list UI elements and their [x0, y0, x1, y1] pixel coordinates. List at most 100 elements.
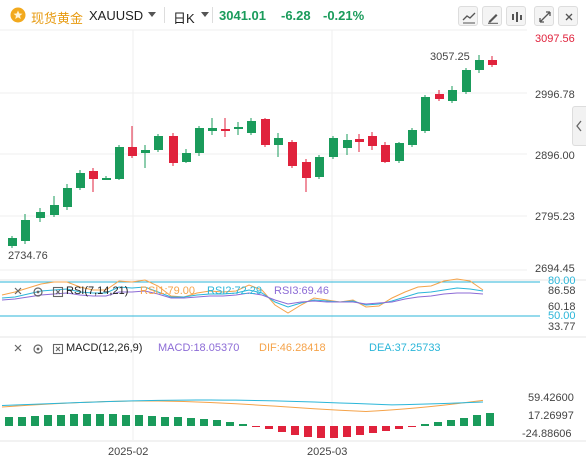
- candle-body: [302, 162, 311, 178]
- macd-bar: [109, 414, 117, 426]
- candle-body: [154, 136, 163, 150]
- rsi-axis-label: 33.77: [548, 321, 576, 333]
- candle: [76, 170, 85, 190]
- candle: [169, 133, 178, 166]
- indicator-button[interactable]: [506, 6, 526, 26]
- rsi3-line: [1, 290, 484, 305]
- candle-body: [274, 138, 283, 145]
- price-axis-label: 2694.45: [535, 263, 575, 275]
- macd-bar: [369, 426, 377, 433]
- macd-bar: [291, 426, 299, 435]
- macd-bar: [96, 414, 104, 426]
- indicator-icon: [512, 12, 522, 22]
- macd-bar: [460, 418, 468, 426]
- candle: [234, 122, 243, 135]
- candle-body: [8, 238, 17, 246]
- macd-title: MACD(12,26,9): [66, 342, 143, 354]
- close-icon[interactable]: [52, 343, 64, 355]
- chart-type-button[interactable]: [458, 6, 478, 26]
- candle-body: [421, 97, 430, 131]
- fullscreen-button[interactable]: [534, 6, 554, 26]
- candle-body: [169, 136, 178, 163]
- macd-bar: [18, 417, 26, 426]
- macd-header: MACD(12,26,9) MACD:18.05370 DIF:46.28418…: [0, 341, 586, 357]
- close-icon[interactable]: [52, 286, 64, 298]
- macd-bar: [421, 424, 429, 426]
- macd-axis-label: 59.42600: [528, 392, 574, 404]
- rsi-axis-label: 60.18: [548, 301, 576, 313]
- candle: [329, 136, 338, 159]
- macd-bar: [252, 426, 260, 427]
- macd-histogram: [5, 413, 494, 438]
- macd-bar: [304, 426, 312, 437]
- candle: [63, 184, 72, 210]
- candle-body: [315, 157, 324, 177]
- candle-body: [288, 142, 297, 166]
- candle: [408, 128, 417, 147]
- candle: [368, 132, 377, 150]
- candle-body: [355, 139, 364, 142]
- macd-bar: [70, 414, 78, 426]
- candle-body: [141, 150, 150, 153]
- candle-body: [395, 143, 404, 161]
- candle: [115, 145, 124, 180]
- settings-button[interactable]: [558, 6, 578, 26]
- settings-icon[interactable]: [32, 286, 44, 298]
- dif-line: [1, 399, 484, 413]
- chevron-icon[interactable]: [12, 343, 24, 355]
- candle-body: [435, 94, 444, 99]
- candle: [208, 118, 217, 135]
- macd-bar: [135, 415, 143, 426]
- candle: [355, 134, 364, 152]
- macd-bar: [343, 426, 351, 437]
- symbol-name[interactable]: 现货黄金: [31, 11, 84, 26]
- candle-body: [448, 90, 457, 101]
- candle: [288, 140, 297, 168]
- rsi-series: [1, 278, 484, 314]
- candle: [421, 95, 430, 133]
- candle: [154, 134, 163, 152]
- period-selector[interactable]: 日K: [173, 11, 195, 26]
- candle-body: [208, 128, 217, 131]
- candle-body: [63, 188, 72, 207]
- candle-body: [128, 147, 137, 156]
- macd-bar: [434, 422, 442, 426]
- chevron-icon[interactable]: [12, 286, 24, 298]
- candle-body: [50, 205, 59, 215]
- candle: [395, 142, 404, 163]
- candle: [381, 142, 390, 163]
- candle: [128, 126, 137, 158]
- macd-bar: [83, 414, 91, 426]
- symbol-dropdown-icon[interactable]: [148, 12, 156, 17]
- candle: [343, 134, 352, 155]
- macd-bar: [148, 416, 156, 426]
- rsi-axis-label: 50.00: [548, 310, 576, 322]
- rsi1-value: RSI1:79.00: [140, 285, 196, 297]
- settings-icon: [565, 13, 573, 21]
- collapse-panel-button[interactable]: [572, 106, 586, 146]
- settings-icon[interactable]: [32, 343, 44, 355]
- candle-body: [475, 60, 484, 70]
- macd-bar: [265, 426, 273, 429]
- candle-body: [408, 130, 417, 145]
- period-dropdown-icon[interactable]: [201, 12, 209, 17]
- candle-body: [329, 138, 338, 157]
- macd-bar: [395, 426, 403, 429]
- candle: [435, 90, 444, 101]
- symbol-code[interactable]: XAUUSD: [89, 8, 144, 23]
- candle: [8, 236, 17, 248]
- macd-bar: [200, 419, 208, 426]
- candle: [448, 86, 457, 103]
- macd-bar: [317, 426, 325, 438]
- rsi3-value: RSI3:69.46: [274, 285, 330, 297]
- candle: [21, 214, 30, 244]
- macd-axis-label: 17.26997: [528, 410, 574, 422]
- candle-body: [261, 119, 270, 145]
- rsi-axis-label: 80.00: [548, 275, 576, 287]
- draw-tool-button[interactable]: [482, 6, 502, 26]
- candle: [36, 208, 45, 222]
- collapse-icon: [576, 120, 582, 132]
- candle: [247, 118, 256, 135]
- macd-bar: [5, 417, 13, 426]
